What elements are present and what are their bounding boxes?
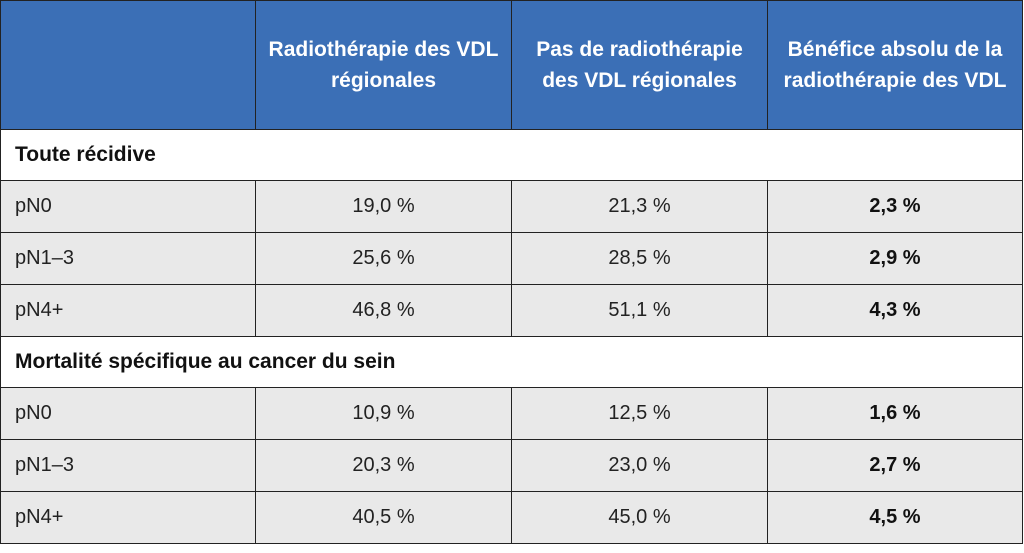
table-row: pN4+ 40,5 % 45,0 % 4,5 %	[0, 491, 1023, 544]
section-title-any-recurrence: Toute récidive	[0, 129, 1023, 181]
cell-no-radiotherapy: 12,5 %	[511, 387, 768, 440]
section-row: Toute récidive	[0, 129, 1023, 181]
cell-radiotherapy: 46,8 %	[255, 284, 512, 337]
cell-benefit: 2,9 %	[767, 232, 1023, 285]
cell-benefit: 2,7 %	[767, 439, 1023, 492]
header-row: Radiothérapie des VDL régionales Pas de …	[0, 0, 1023, 130]
table-row: pN1–3 20,3 % 23,0 % 2,7 %	[0, 439, 1023, 492]
section-row: Mortalité spécifique au cancer du sein	[0, 336, 1023, 388]
table-row: pN1–3 25,6 % 28,5 % 2,9 %	[0, 232, 1023, 285]
cell-radiotherapy: 40,5 %	[255, 491, 512, 544]
row-label: pN4+	[0, 284, 256, 337]
cell-no-radiotherapy: 51,1 %	[511, 284, 768, 337]
table-row: pN4+ 46,8 % 51,1 % 4,3 %	[0, 284, 1023, 337]
cell-benefit: 4,3 %	[767, 284, 1023, 337]
section-title-breast-cancer-mortality: Mortalité spécifique au cancer du sein	[0, 336, 1023, 388]
header-radiotherapy: Radiothérapie des VDL régionales	[255, 0, 512, 130]
row-label: pN0	[0, 387, 256, 440]
cell-no-radiotherapy: 21,3 %	[511, 180, 768, 233]
cell-radiotherapy: 20,3 %	[255, 439, 512, 492]
cell-radiotherapy: 25,6 %	[255, 232, 512, 285]
header-absolute-benefit: Bénéfice absolu de la radiothérapie des …	[767, 0, 1023, 130]
cell-no-radiotherapy: 45,0 %	[511, 491, 768, 544]
cell-no-radiotherapy: 23,0 %	[511, 439, 768, 492]
cell-benefit: 2,3 %	[767, 180, 1023, 233]
row-label: pN1–3	[0, 439, 256, 492]
cell-radiotherapy: 19,0 %	[255, 180, 512, 233]
header-no-radiotherapy: Pas de radiothérapie des VDL régionales	[511, 0, 768, 130]
row-label: pN0	[0, 180, 256, 233]
table-row: pN0 10,9 % 12,5 % 1,6 %	[0, 387, 1023, 440]
cell-benefit: 1,6 %	[767, 387, 1023, 440]
cell-radiotherapy: 10,9 %	[255, 387, 512, 440]
row-label: pN1–3	[0, 232, 256, 285]
header-blank-cell	[0, 0, 256, 130]
cell-no-radiotherapy: 28,5 %	[511, 232, 768, 285]
row-label: pN4+	[0, 491, 256, 544]
cell-benefit: 4,5 %	[767, 491, 1023, 544]
table-row: pN0 19,0 % 21,3 % 2,3 %	[0, 180, 1023, 233]
